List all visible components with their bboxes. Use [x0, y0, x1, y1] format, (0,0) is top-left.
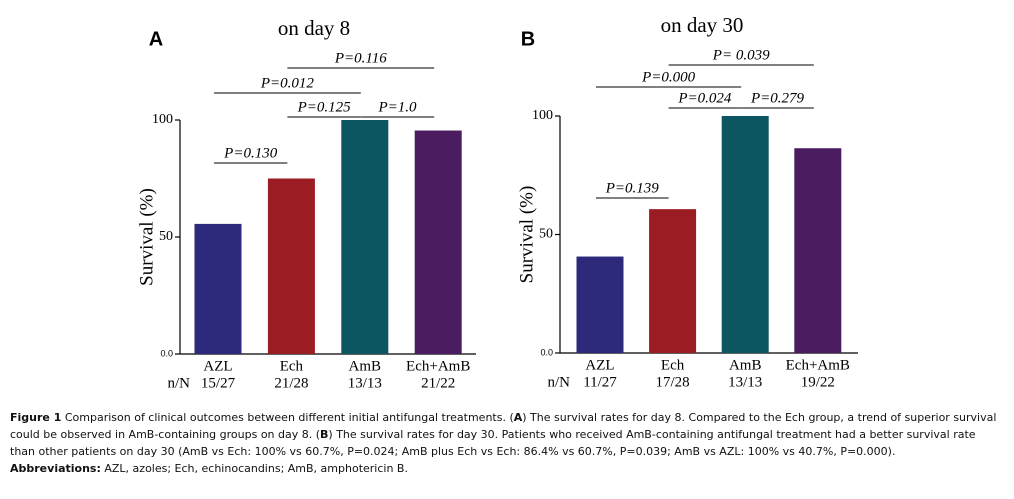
x-tick-label: Ech [661, 357, 685, 373]
x-tick-label: AZL [203, 358, 232, 374]
bar [267, 178, 315, 354]
p-value: P=0.139 [605, 180, 660, 196]
p-value: P=0.000 [641, 69, 696, 85]
caption-text: Abbreviations: [10, 462, 101, 475]
p-value: P=1.0 [377, 99, 417, 115]
p-value: P=0.024 [677, 90, 732, 106]
bar [341, 120, 389, 354]
x-tick-label: AZL [585, 357, 614, 373]
panel-letter: A [149, 28, 163, 50]
count-label: 13/13 [348, 375, 382, 391]
y-tick-label: 0.0 [160, 348, 173, 358]
count-label: 11/27 [583, 374, 617, 390]
counts-label: n/N [548, 374, 571, 390]
p-value: P=0.130 [223, 145, 278, 161]
p-value: P=0.125 [297, 99, 352, 115]
p-value: P=0.012 [260, 75, 315, 91]
p-value: P=0.279 [750, 90, 805, 106]
count-label: 21/28 [274, 375, 308, 391]
y-tick-label: 50 [159, 229, 173, 244]
y-tick-label: 50 [539, 227, 553, 242]
x-tick-label: Ech+AmB [406, 358, 470, 374]
count-label: 19/22 [801, 374, 835, 390]
caption-text: Figure 1 [10, 411, 62, 424]
bar [721, 116, 769, 353]
counts-label: n/N [168, 375, 191, 391]
caption-text: A [513, 411, 523, 424]
caption-text: Comparison of clinical outcomes between … [61, 411, 514, 424]
y-tick-label: 100 [152, 112, 173, 127]
bar [414, 130, 462, 354]
panel-letter: B [521, 28, 535, 50]
caption-paragraph: Abbreviations: AZL, azoles; Ech, echinoc… [10, 460, 1002, 477]
count-label: 21/22 [421, 375, 455, 391]
caption-text: AZL, azoles; Ech, echinocandins; AmB, am… [100, 462, 408, 475]
caption-paragraph: Figure 1 Comparison of clinical outcomes… [10, 409, 1002, 460]
bar [794, 148, 842, 353]
caption: Figure 1 Comparison of clinical outcomes… [10, 409, 1002, 477]
y-axis-label: Survival (%) [516, 186, 537, 284]
bar [576, 256, 624, 353]
p-value: P=0.116 [334, 50, 387, 66]
y-tick-label: 100 [532, 108, 553, 123]
count-label: 15/27 [201, 375, 236, 391]
x-tick-label: AmB [729, 357, 762, 373]
x-tick-label: Ech+AmB [786, 357, 850, 373]
caption-text: ) The survival rates for day 8. Compared… [10, 411, 997, 441]
caption-text: ) The survival rates for day 30. Patient… [10, 428, 976, 458]
bar [649, 209, 697, 353]
chart-title: on day 8 [278, 16, 350, 40]
x-tick-label: Ech [280, 358, 304, 374]
x-tick-label: AmB [349, 358, 382, 374]
count-label: 17/28 [656, 374, 690, 390]
caption-text: B [320, 428, 329, 441]
y-axis-label: Survival (%) [136, 188, 157, 286]
count-label: 13/13 [728, 374, 762, 390]
bar [194, 223, 242, 354]
y-tick-label: 0.0 [540, 347, 553, 357]
p-value: P= 0.039 [712, 47, 770, 63]
chart-title: on day 30 [661, 13, 744, 37]
